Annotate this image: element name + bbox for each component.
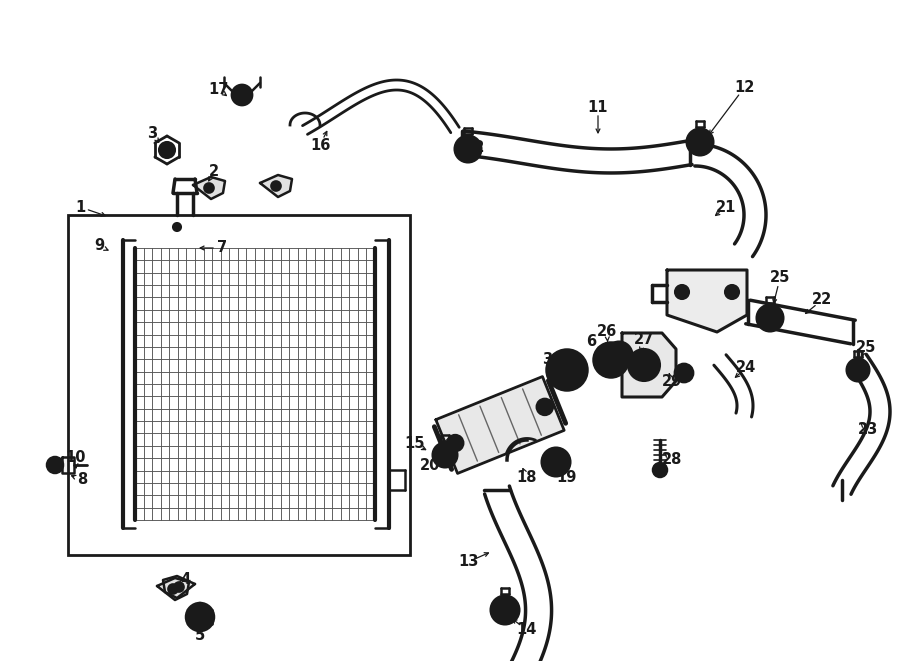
Text: 30: 30 — [542, 352, 562, 368]
Circle shape — [548, 454, 564, 470]
Text: 3: 3 — [147, 126, 158, 141]
Circle shape — [174, 582, 184, 592]
Text: 16: 16 — [310, 137, 330, 153]
Circle shape — [159, 142, 175, 158]
Circle shape — [447, 435, 464, 451]
Circle shape — [168, 584, 178, 594]
Text: 23: 23 — [858, 422, 878, 438]
Circle shape — [204, 183, 214, 193]
Circle shape — [762, 310, 778, 326]
Circle shape — [232, 85, 252, 105]
Text: 22: 22 — [812, 293, 833, 307]
Circle shape — [679, 368, 689, 378]
Text: 9: 9 — [94, 239, 104, 254]
Circle shape — [47, 457, 63, 473]
Circle shape — [271, 181, 281, 191]
Circle shape — [606, 342, 632, 368]
Text: 4: 4 — [180, 572, 190, 588]
Text: 26: 26 — [597, 325, 617, 340]
Polygon shape — [193, 177, 225, 199]
Text: 10: 10 — [66, 451, 86, 465]
Polygon shape — [62, 457, 74, 473]
Circle shape — [542, 448, 570, 476]
Text: 20: 20 — [419, 457, 440, 473]
Circle shape — [491, 596, 519, 624]
Text: 1: 1 — [75, 200, 86, 215]
Text: 25: 25 — [856, 340, 877, 356]
Text: 15: 15 — [405, 436, 425, 451]
Text: 29: 29 — [662, 375, 682, 389]
Text: 13: 13 — [458, 555, 478, 570]
Circle shape — [554, 357, 580, 383]
Text: 11: 11 — [588, 100, 608, 114]
Circle shape — [536, 399, 553, 415]
Circle shape — [437, 447, 452, 462]
Text: 27: 27 — [634, 332, 654, 348]
Text: 5: 5 — [195, 629, 205, 644]
Circle shape — [675, 364, 693, 382]
Polygon shape — [622, 333, 676, 397]
Text: 28: 28 — [662, 453, 682, 467]
Circle shape — [653, 463, 667, 477]
Text: 7: 7 — [217, 241, 227, 256]
Circle shape — [175, 225, 179, 229]
Circle shape — [460, 141, 476, 157]
Circle shape — [594, 343, 628, 377]
Circle shape — [725, 285, 739, 299]
Polygon shape — [260, 175, 292, 197]
Circle shape — [612, 348, 626, 362]
Circle shape — [675, 285, 689, 299]
Polygon shape — [436, 377, 564, 473]
Text: 2: 2 — [209, 165, 219, 180]
Text: 12: 12 — [464, 141, 484, 155]
Text: 25: 25 — [770, 270, 790, 286]
Polygon shape — [667, 270, 747, 332]
Text: 12: 12 — [734, 81, 754, 95]
Circle shape — [433, 443, 457, 467]
Text: 19: 19 — [556, 471, 576, 485]
Circle shape — [455, 136, 481, 162]
Circle shape — [851, 364, 865, 377]
Circle shape — [497, 602, 513, 619]
Bar — [68, 215, 410, 555]
Circle shape — [193, 610, 207, 624]
Polygon shape — [157, 578, 189, 600]
Circle shape — [600, 349, 622, 371]
Text: 18: 18 — [517, 471, 537, 485]
Circle shape — [847, 359, 869, 381]
Circle shape — [687, 129, 713, 155]
Text: 24: 24 — [736, 360, 756, 375]
Text: 17: 17 — [208, 81, 229, 97]
Polygon shape — [163, 576, 195, 598]
Circle shape — [547, 350, 587, 390]
Circle shape — [692, 134, 707, 150]
Text: 6: 6 — [586, 334, 596, 350]
Circle shape — [757, 305, 783, 331]
Circle shape — [173, 223, 181, 231]
Text: 14: 14 — [517, 623, 537, 637]
Text: 21: 21 — [716, 200, 736, 215]
Text: 8: 8 — [76, 473, 87, 488]
Circle shape — [628, 349, 660, 381]
Circle shape — [186, 603, 214, 631]
